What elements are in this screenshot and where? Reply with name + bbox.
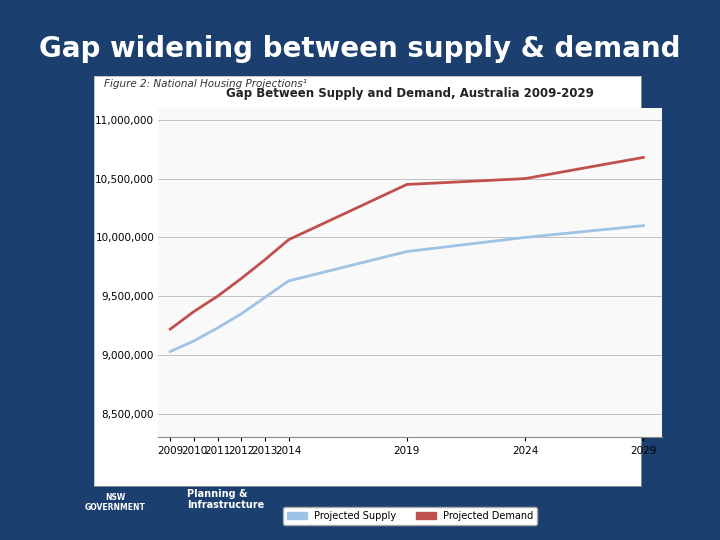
Line: Projected Demand: Projected Demand: [170, 158, 644, 329]
Text: Planning &
Infrastructure: Planning & Infrastructure: [187, 489, 264, 510]
Projected Demand: [213, 293, 222, 300]
Projected Demand: [521, 176, 529, 182]
Projected Demand: [261, 256, 269, 263]
Projected Supply: [261, 294, 269, 301]
Projected Supply: [166, 348, 174, 355]
Title: Gap Between Supply and Demand, Australia 2009-2029: Gap Between Supply and Demand, Australia…: [227, 87, 594, 100]
Projected Supply: [284, 278, 293, 284]
Line: Projected Supply: Projected Supply: [170, 226, 644, 352]
Legend: Projected Supply, Projected Demand: Projected Supply, Projected Demand: [284, 507, 537, 525]
Projected Demand: [284, 237, 293, 243]
Text: NSW
GOVERNMENT: NSW GOVERNMENT: [85, 492, 145, 512]
Text: Figure 2: National Housing Projections¹: Figure 2: National Housing Projections¹: [104, 79, 307, 89]
Projected Supply: [521, 234, 529, 241]
Projected Demand: [639, 154, 648, 161]
Projected Supply: [237, 310, 246, 317]
Projected Demand: [189, 308, 198, 315]
Projected Demand: [166, 326, 174, 333]
Projected Supply: [639, 222, 648, 229]
Projected Demand: [402, 181, 411, 188]
Projected Supply: [213, 325, 222, 331]
Text: Gap widening between supply & demand: Gap widening between supply & demand: [40, 35, 680, 63]
Projected Supply: [402, 248, 411, 255]
Projected Supply: [189, 338, 198, 344]
Projected Demand: [237, 275, 246, 282]
